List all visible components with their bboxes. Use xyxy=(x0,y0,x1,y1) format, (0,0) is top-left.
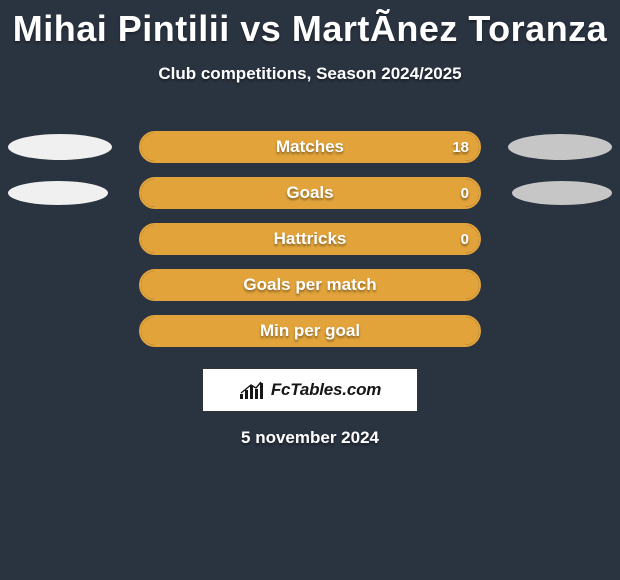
stat-label: Goals xyxy=(286,183,333,203)
logo-box: FcTables.com xyxy=(202,368,418,412)
logo-text: FcTables.com xyxy=(271,380,381,400)
stat-bar: Min per goal xyxy=(139,315,481,347)
stat-row: Goals per match xyxy=(0,262,620,308)
stat-bar: 0 Goals xyxy=(139,177,481,209)
subtitle: Club competitions, Season 2024/2025 xyxy=(0,64,620,84)
stat-row: 0 Goals xyxy=(0,170,620,216)
stat-value-right: 0 xyxy=(461,231,469,248)
stat-row: 18 Matches xyxy=(0,124,620,170)
page-title: Mihai Pintilii vs MartÃnez Toranza xyxy=(0,0,620,50)
player-right-marker xyxy=(512,181,612,205)
stat-bar: 0 Hattricks xyxy=(139,223,481,255)
player-right-marker xyxy=(508,134,612,160)
stat-value-right: 18 xyxy=(452,139,469,156)
stat-label: Hattricks xyxy=(274,229,347,249)
stat-row: 0 Hattricks xyxy=(0,216,620,262)
stat-bar: 18 Matches xyxy=(139,131,481,163)
stat-row: Min per goal xyxy=(0,308,620,354)
stat-label: Goals per match xyxy=(243,275,376,295)
comparison-chart: 18 Matches 0 Goals 0 Hattricks Goals per match… xyxy=(0,124,620,354)
bars-icon xyxy=(239,380,267,400)
date-label: 5 november 2024 xyxy=(0,428,620,448)
stat-label: Matches xyxy=(276,137,344,157)
stat-value-right: 0 xyxy=(461,185,469,202)
stat-label: Min per goal xyxy=(260,321,360,341)
player-left-marker xyxy=(8,134,112,160)
player-left-marker xyxy=(8,181,108,205)
stat-bar: Goals per match xyxy=(139,269,481,301)
